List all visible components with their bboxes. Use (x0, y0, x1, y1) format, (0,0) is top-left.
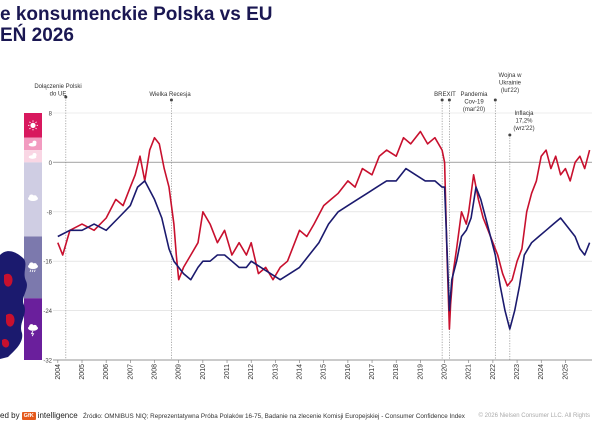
event-marker (440, 98, 444, 102)
event-label: BREXIT (434, 92, 456, 98)
copyright-note: © 2026 Nielsen Consumer LLC. All Rights (478, 413, 590, 419)
event-label: do UE (50, 91, 67, 97)
event-marker (508, 133, 512, 137)
brand-prefix: ed by (0, 411, 20, 420)
x-tick-label: 2007 (127, 364, 134, 380)
y-tick-label: -32 (43, 359, 52, 365)
series-line-poland (57, 130, 591, 330)
rain-cloud-icon (28, 262, 38, 273)
y-tick-label: 8 (49, 112, 53, 118)
event-marker (447, 98, 451, 102)
event-label: 17,2% (515, 118, 533, 124)
event-label: Pandemia (460, 92, 488, 98)
cloud-sun-icon (28, 153, 37, 159)
event-marker (64, 95, 68, 99)
x-tick-label: 2011 (224, 364, 231, 379)
gfk-logo: GfK (21, 412, 36, 420)
x-tick-label: 2025 (562, 364, 569, 380)
event-label: (wrz'22) (513, 126, 534, 132)
event-label: (lut'22) (501, 88, 519, 94)
sun-icon (28, 120, 38, 131)
x-tick-label: 2018 (393, 364, 400, 380)
event-marker (493, 98, 497, 102)
x-tick-label: 2015 (321, 364, 328, 380)
x-tick-label: 2009 (176, 364, 183, 380)
event-label: Wielka Recesja (149, 92, 191, 98)
storm-cloud-icon (28, 324, 38, 337)
cloud-icon (28, 194, 38, 202)
x-tick-label: 2004 (55, 364, 62, 380)
event-label: Inflacja (514, 111, 534, 117)
x-tick-label: 2023 (514, 364, 521, 380)
page-title-line2: EŃ 2026 (0, 25, 74, 46)
y-tick-label: -8 (47, 210, 53, 216)
event-label: Ukrainie (499, 80, 522, 86)
y-tick-label: -24 (43, 309, 52, 315)
x-tick-label: 2008 (152, 364, 159, 380)
x-tick-label: 2012 (248, 364, 255, 380)
sun-cloud-icon (28, 140, 37, 147)
brand-suffix: intelligence (37, 411, 78, 420)
brand-logo: ed by GfK intelligence (0, 411, 78, 420)
event-label: (mar'20) (463, 107, 485, 113)
event-label: Dołączenie Polski (34, 84, 81, 90)
x-tick-label: 2024 (538, 364, 545, 380)
y-tick-label: -16 (43, 260, 52, 266)
y-tick-label: 0 (49, 161, 53, 167)
x-tick-label: 2019 (417, 364, 424, 380)
event-label: Cov-19 (464, 99, 484, 105)
event-label: Wojna w (499, 73, 523, 79)
x-tick-label: 2020 (442, 364, 449, 380)
x-tick-label: 2010 (200, 364, 207, 380)
source-note: Źródło: OMNIBUS NIQ; Reprezentatywna Pró… (83, 413, 465, 420)
x-tick-label: 2006 (103, 364, 110, 380)
event-marker (169, 98, 173, 102)
x-tick-label: 2013 (272, 364, 279, 380)
page-title: e konsumenckie Polska vs EU EŃ 2026 (0, 4, 272, 46)
x-tick-label: 2021 (466, 364, 473, 380)
x-tick-label: 2014 (297, 364, 304, 380)
x-tick-label: 2005 (79, 364, 86, 380)
x-tick-label: 2017 (369, 364, 376, 380)
x-tick-label: 2022 (490, 364, 497, 380)
europe-map-graphic (0, 245, 30, 365)
x-tick-label: 2016 (345, 364, 352, 380)
page-title-line1: e konsumenckie Polska vs EU (0, 4, 273, 25)
series-line-eu (57, 167, 591, 330)
